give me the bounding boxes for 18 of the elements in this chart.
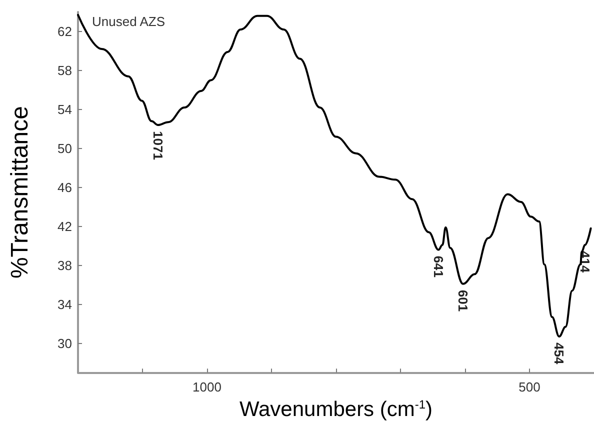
y-tick-label: 34 — [58, 296, 72, 312]
annotation: 601 — [456, 290, 471, 312]
y-tick-label: 42 — [58, 218, 72, 234]
x-tick-label: 500 — [518, 380, 540, 395]
annotation: Unused AZS — [92, 14, 166, 29]
annotation: 641 — [431, 256, 446, 278]
line-series — [77, 14, 592, 338]
y-tick-label: 62 — [58, 24, 72, 39]
y-tick-label: 38 — [58, 258, 72, 273]
y-tick-label: 58 — [58, 62, 72, 78]
x-tick-label: 1000 — [192, 380, 222, 395]
y-axis-title: %Transmittance — [6, 106, 34, 279]
annotation: 1071 — [150, 131, 166, 160]
y-tick-label: 46 — [58, 180, 72, 195]
y-tick-label: 50 — [58, 140, 72, 156]
y-tick-label: 54 — [58, 102, 72, 117]
y-tick-label: 30 — [58, 336, 72, 351]
annotation: 454 — [552, 342, 567, 365]
